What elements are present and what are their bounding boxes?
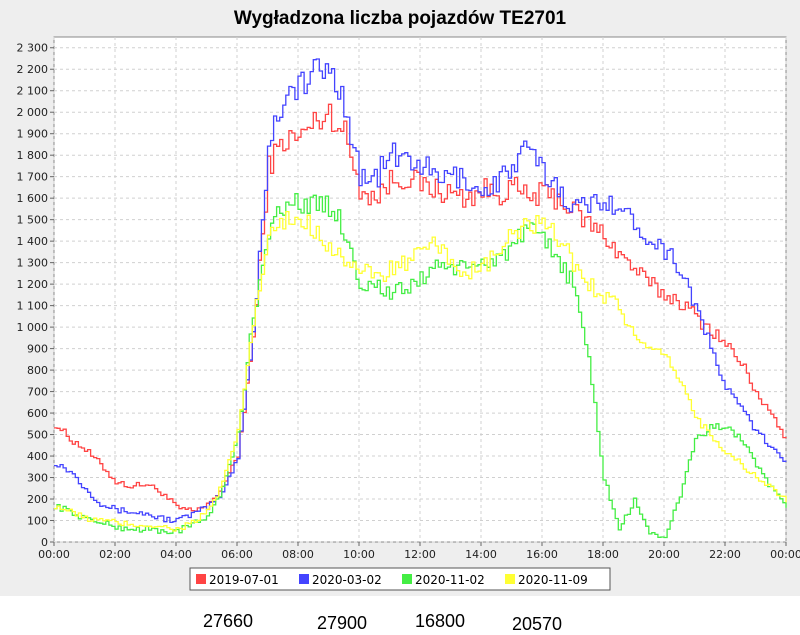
y-tick-label: 100 xyxy=(27,515,48,528)
total-2020-03-02: 27900 xyxy=(317,613,367,634)
x-tick-label: 06:00 xyxy=(221,548,253,561)
y-tick-label: 700 xyxy=(27,386,48,399)
x-tick-label: 08:00 xyxy=(282,548,314,561)
y-tick-label: 400 xyxy=(27,450,48,463)
y-tick-label: 1 400 xyxy=(17,235,49,248)
y-tick-label: 1 900 xyxy=(17,128,49,141)
y-tick-label: 2 100 xyxy=(17,85,49,98)
total-2020-11-02: 16800 xyxy=(415,611,465,632)
y-tick-label: 200 xyxy=(27,493,48,506)
x-tick-label: 02:00 xyxy=(99,548,131,561)
x-tick-label: 14:00 xyxy=(465,548,497,561)
y-tick-label: 900 xyxy=(27,343,48,356)
legend-swatch xyxy=(402,574,412,584)
x-tick-label: 20:00 xyxy=(648,548,680,561)
x-tick-label: 22:00 xyxy=(709,548,741,561)
y-tick-label: 500 xyxy=(27,429,48,442)
x-tick-label: 16:00 xyxy=(526,548,558,561)
legend-swatch xyxy=(299,574,309,584)
legend-label: 2020-11-02 xyxy=(415,573,485,587)
chart-title: Wygładzona liczba pojazdów TE2701 xyxy=(234,8,567,29)
y-tick-label: 1 800 xyxy=(17,149,49,162)
y-tick-label: 1 500 xyxy=(17,214,49,227)
y-tick-label: 1 600 xyxy=(17,192,49,205)
legend-label: 2019-07-01 xyxy=(209,573,279,587)
legend-label: 2020-03-02 xyxy=(312,573,382,587)
x-tick-label: 12:00 xyxy=(404,548,436,561)
legend-swatch xyxy=(505,574,515,584)
y-tick-label: 1 300 xyxy=(17,257,49,270)
x-tick-label: 10:00 xyxy=(343,548,375,561)
y-tick-label: 600 xyxy=(27,407,48,420)
y-tick-label: 1 200 xyxy=(17,278,49,291)
x-tick-label: 00:00 xyxy=(38,548,70,561)
chart: Wygładzona liczba pojazdów TE2701 010020… xyxy=(0,0,800,596)
y-tick-label: 1 100 xyxy=(17,300,49,313)
legend: 2019-07-01 2020-03-02 2020-11-02 2020-11-09 xyxy=(190,568,610,590)
y-tick-label: 1 700 xyxy=(17,171,49,184)
y-tick-label: 2 200 xyxy=(17,63,49,76)
y-tick-label: 300 xyxy=(27,472,48,485)
x-tick-label: 04:00 xyxy=(160,548,192,561)
y-tick-label: 2 300 xyxy=(17,42,49,55)
y-tick-label: 800 xyxy=(27,364,48,377)
x-tick-label: 18:00 xyxy=(587,548,619,561)
y-tick-label: 1 000 xyxy=(17,321,49,334)
legend-label: 2020-11-09 xyxy=(518,573,588,587)
x-tick-label: 00:00 xyxy=(770,548,800,561)
y-tick-label: 2 000 xyxy=(17,106,49,119)
total-2019-07-01: 27660 xyxy=(203,611,253,632)
total-2020-11-09: 20570 xyxy=(512,614,562,635)
legend-swatch xyxy=(196,574,206,584)
